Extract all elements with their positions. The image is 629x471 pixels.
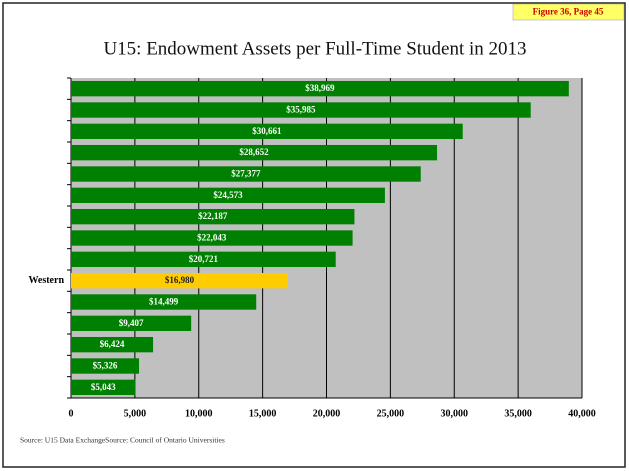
bar <box>71 272 288 289</box>
value-label: $27,377 <box>231 169 261 179</box>
value-label: $38,969 <box>305 83 335 93</box>
value-label: $20,721 <box>189 254 219 264</box>
bar <box>71 336 154 353</box>
value-label: $5,043 <box>91 382 116 392</box>
value-label: $16,980 <box>165 275 195 285</box>
value-label: $5,326 <box>93 361 118 371</box>
badge: Figure 36, Page 45 <box>533 7 604 17</box>
x-tick-label: 5,000 <box>124 408 147 419</box>
badge-box <box>512 3 625 21</box>
value-label: $6,424 <box>100 339 125 349</box>
bar <box>71 166 421 182</box>
bar <box>71 208 355 225</box>
bar <box>71 80 569 97</box>
bar <box>71 315 192 332</box>
x-tick-label: 0 <box>69 408 74 419</box>
x-tick-label: 25,000 <box>377 408 405 419</box>
bar <box>71 102 531 118</box>
value-label: $30,661 <box>252 126 282 136</box>
x-tick-label: 40,000 <box>568 408 596 419</box>
x-tick-label: 10,000 <box>185 408 213 419</box>
bar <box>71 251 336 268</box>
value-label: $28,652 <box>239 147 269 157</box>
bar <box>71 123 463 140</box>
value-label: $14,499 <box>149 297 179 307</box>
bar <box>71 187 385 204</box>
x-tick-label: 30,000 <box>441 408 469 419</box>
bar <box>71 144 438 161</box>
bar <box>71 230 353 246</box>
x-tick-label: 35,000 <box>504 408 532 419</box>
bar <box>71 358 140 374</box>
value-label: $35,985 <box>286 105 316 115</box>
bar <box>71 294 257 310</box>
value-label: $9,407 <box>119 318 144 328</box>
chart-title: U15: Endowment Assets per Full-Time Stud… <box>103 38 526 59</box>
y-tick-label: Western <box>28 275 64 286</box>
x-tick-label: 20,000 <box>313 408 341 419</box>
value-label: $22,187 <box>198 211 228 221</box>
source-note: Source: U15 Data ExchangeSource: Council… <box>20 436 225 445</box>
value-label: $24,573 <box>213 190 243 200</box>
value-label: $22,043 <box>197 233 227 243</box>
x-tick-label: 15,000 <box>249 408 277 419</box>
bar <box>71 379 136 396</box>
